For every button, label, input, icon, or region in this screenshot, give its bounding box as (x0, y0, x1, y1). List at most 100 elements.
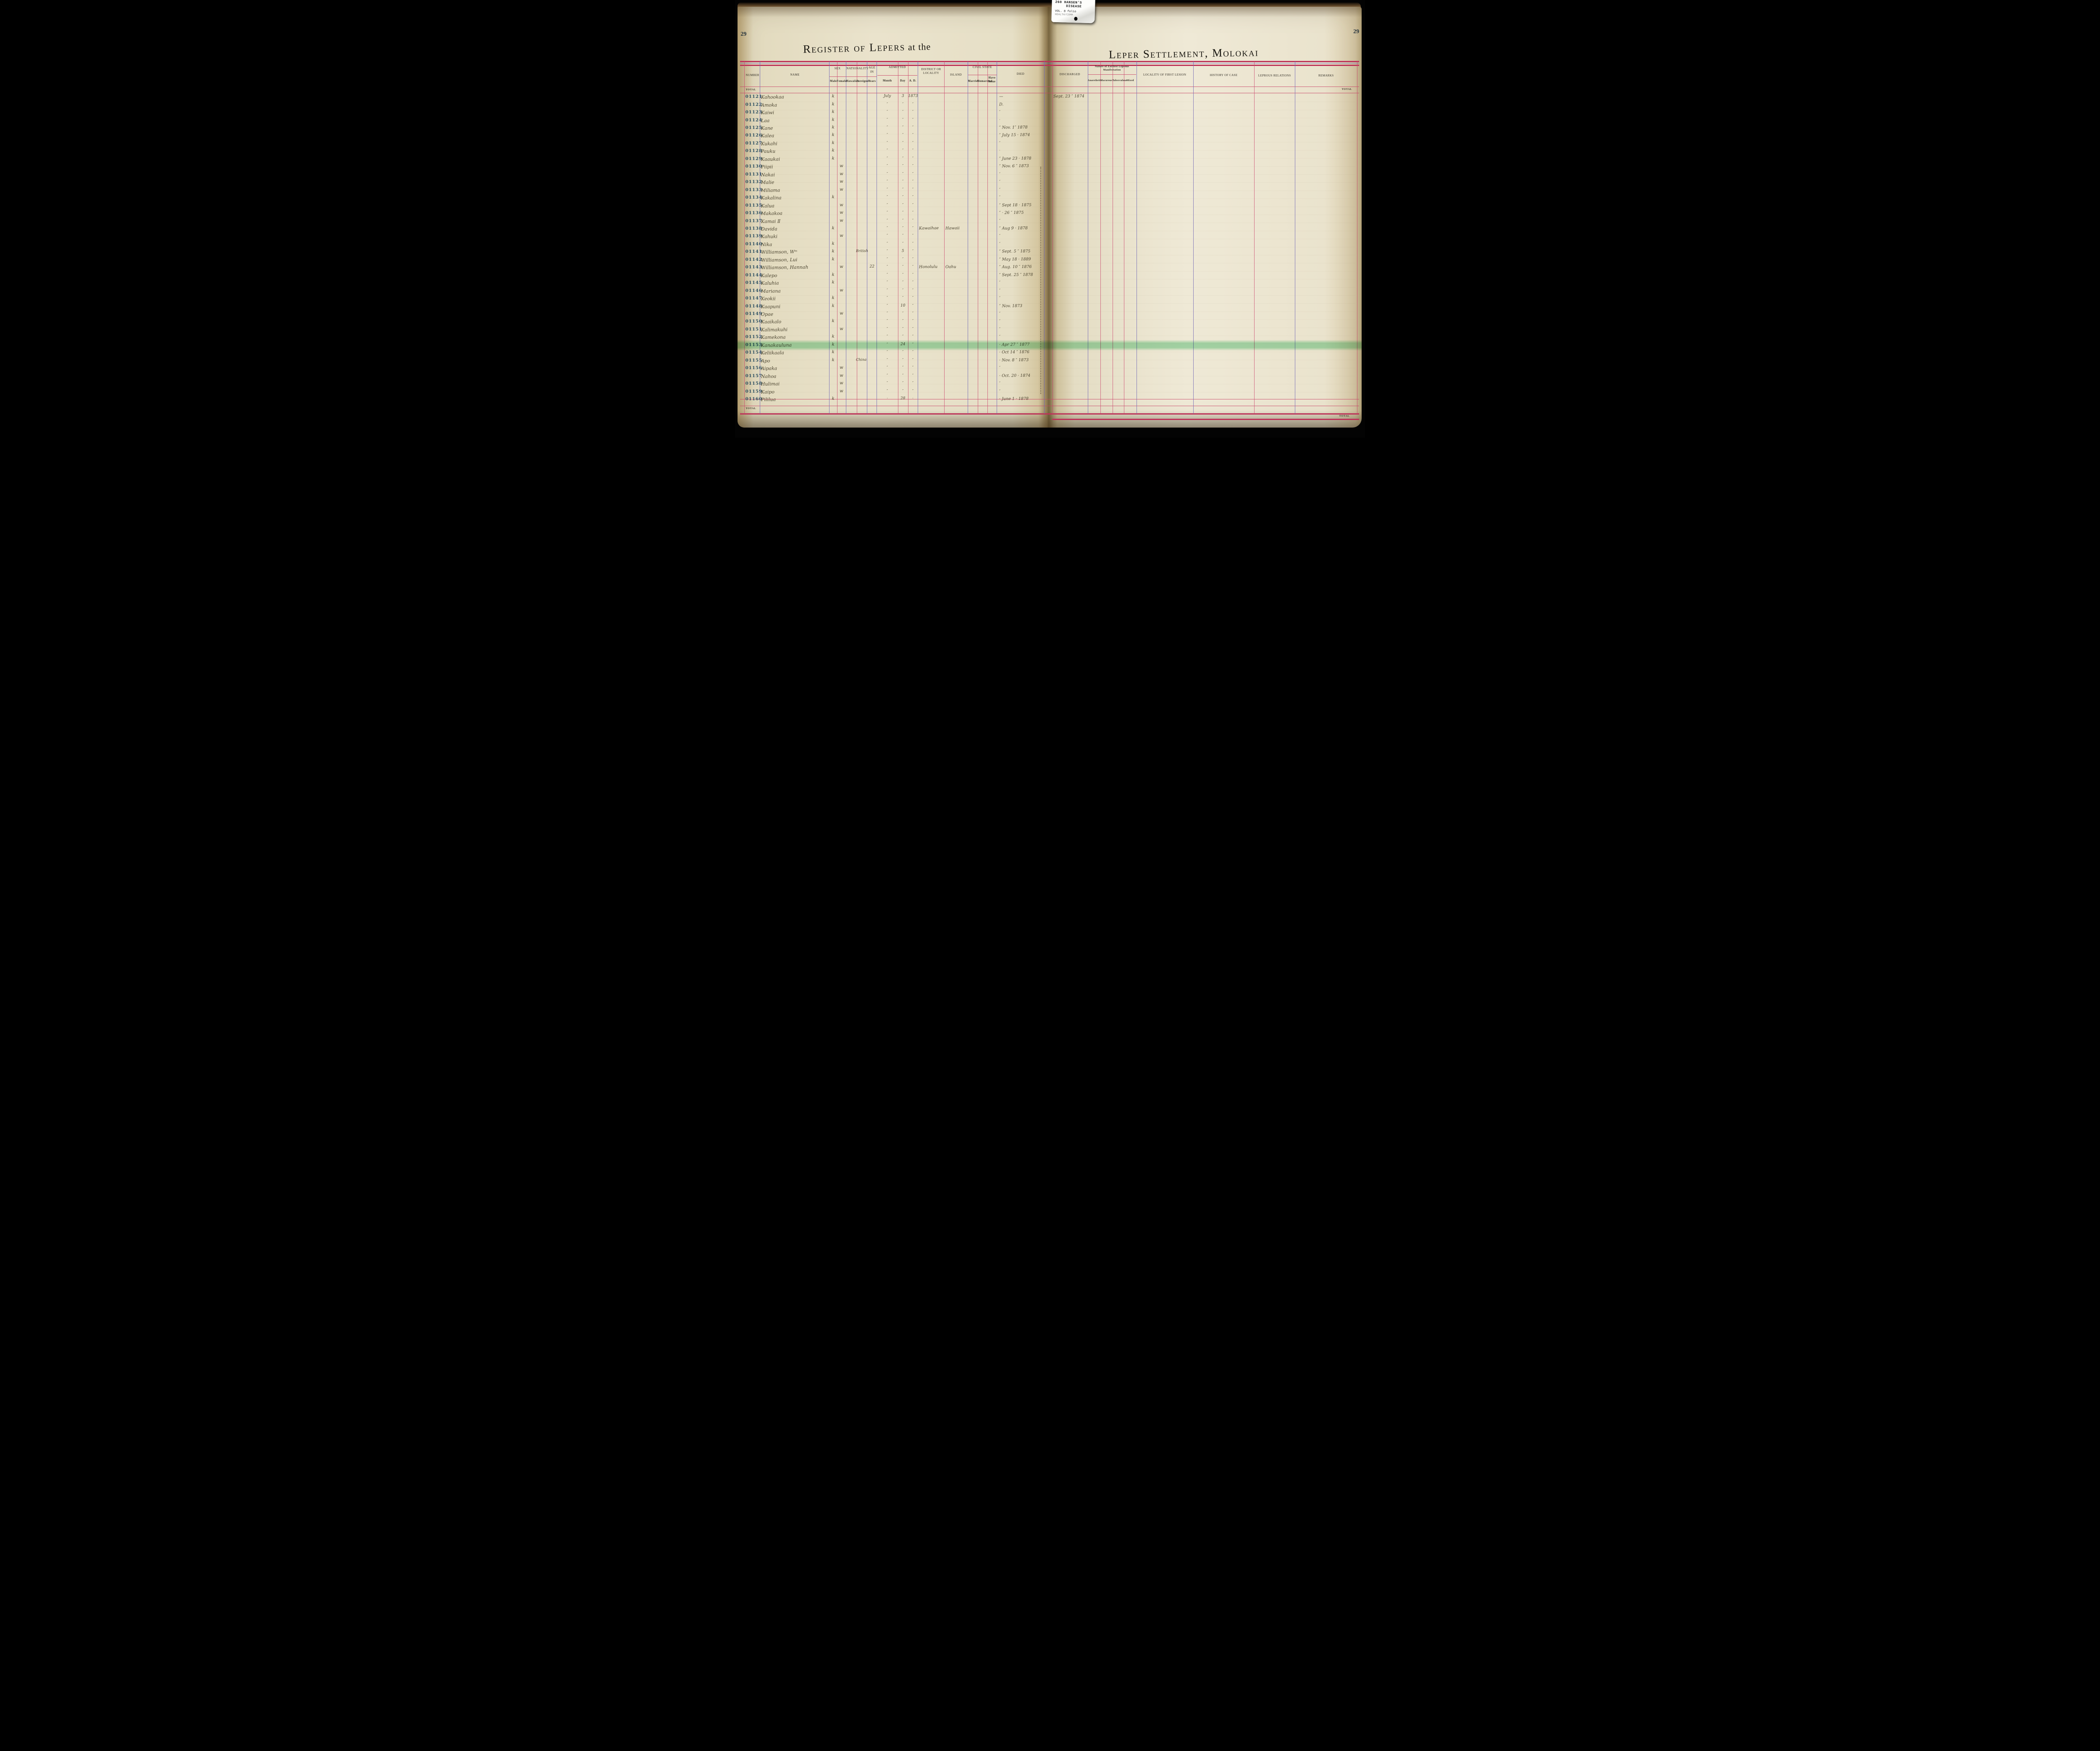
row-died-entry: · (999, 148, 1000, 152)
row-number-stamp: 01136 (745, 210, 763, 216)
row-month-entry: ″ (887, 218, 888, 222)
row-name-entry: Opae (761, 311, 774, 318)
row-month-entry: ″ (887, 326, 888, 331)
row-day-entry: ″ (902, 234, 904, 238)
row-male-entry: k (832, 319, 835, 324)
row-ad-entry: ″ (912, 257, 914, 261)
row-died-entry: · June 1 · 1878 (999, 396, 1029, 402)
row-day-entry: ″ (902, 350, 904, 354)
row-number-stamp: 01148 (745, 303, 763, 309)
row-number-stamp: 01151 (745, 326, 763, 332)
column-rule (1100, 61, 1101, 414)
row-day-entry: ″ (902, 226, 904, 230)
row-number-stamp: 01147 (745, 296, 763, 301)
row-name-entry: Mariana (761, 288, 781, 294)
row-died-entry: ″ (999, 365, 1000, 370)
row-died-entry: ″ (999, 319, 1000, 323)
row-ad-entry: ″ (912, 133, 914, 137)
row-month-entry: ″ (887, 249, 888, 253)
row-died-entry: ″ (999, 334, 1000, 339)
row-month-entry: ″ (887, 156, 888, 160)
note-line-2: DISEASE (1066, 4, 1082, 9)
row-month-entry: ″ (887, 373, 888, 377)
col-header-leprous-relations: Leprous Relations (1258, 74, 1291, 78)
row-died-entry: ″ (999, 280, 1000, 284)
col-header-civil-state: Civil State (972, 65, 992, 69)
row-died-entry: ″ (999, 179, 1000, 184)
row-day-entry: ″ (902, 140, 904, 144)
row-ad-entry: ″ (912, 334, 914, 339)
row-name-entry: Kaaikalo (761, 319, 782, 325)
row-ad-entry: ″ (912, 117, 914, 121)
row-month-entry: ″ (887, 296, 888, 300)
col-header-admitted: Admitted (889, 66, 906, 69)
green-highlight-stripe (738, 340, 1362, 351)
col-header-died: Died (1016, 72, 1025, 76)
row-male-entry: k (832, 296, 835, 301)
row-male-entry: k (832, 334, 835, 339)
row-day-entry: ″ (902, 280, 904, 284)
row-died-entry: · (999, 118, 1000, 122)
row-name-entry: Kaluhia (761, 280, 780, 286)
row-died-entry: ″ (999, 141, 1000, 145)
row-male-entry: k (832, 148, 835, 153)
row-ad-entry: ″ (912, 195, 914, 199)
row-female-entry: w (840, 171, 843, 176)
row-number-stamp: 01135 (745, 202, 763, 208)
row-month-entry: ″ (887, 350, 888, 354)
row-name-entry: Laa (761, 118, 770, 123)
row-district-entry: Honolulu (919, 265, 938, 270)
column-rule (1193, 61, 1194, 414)
row-number-stamp: 01124 (745, 117, 763, 123)
row-name-entry: Nakai (761, 172, 775, 178)
row-month-entry: ″ (887, 319, 888, 323)
row-number-stamp: 01127 (745, 140, 763, 146)
row-day-entry: ″ (902, 202, 904, 207)
row-name-entry: Kaapuni (761, 303, 781, 310)
row-died-entry: ″ (999, 242, 1000, 246)
row-day-entry: ″ (902, 389, 904, 393)
row-male-entry: k (832, 303, 835, 308)
row-month-entry: ″ (887, 117, 888, 121)
row-month-entry: July (883, 94, 891, 99)
gutter-specks (1040, 166, 1042, 394)
row-ad-entry: ″ (912, 249, 914, 253)
row-month-entry: ″ (887, 125, 888, 129)
row-name-entry: Williamson, Wᵐ (761, 249, 798, 255)
row-day-entry: 28 (900, 396, 906, 401)
row-name-entry: Miliama (761, 187, 780, 193)
row-number-stamp: 01137 (745, 218, 763, 223)
row-name-entry: Pauku (761, 148, 776, 155)
row-month-entry: ″ (887, 202, 888, 207)
col-header-macurous: Macurous (1100, 79, 1113, 82)
row-name-entry: Kahookaa (761, 94, 785, 100)
row-ad-entry: ″ (912, 319, 914, 323)
row-ad-entry: ″ (912, 125, 914, 129)
row-male-entry: k (832, 257, 835, 262)
row-month-entry: ″ (887, 226, 888, 230)
row-male-entry: k (832, 350, 835, 355)
row-died-entry: · Oct. 20 · 1874 (999, 373, 1031, 378)
row-day-entry: 3 (901, 94, 904, 99)
row-month-entry: ″ (887, 311, 888, 315)
row-ad-entry: ″ (912, 164, 914, 168)
row-day-entry: ″ (902, 296, 904, 300)
row-died-entry: ″ (999, 218, 1000, 222)
row-female-entry: w (840, 234, 843, 239)
row-name-entry: Malie (761, 179, 774, 186)
row-ad-entry: ″ (912, 280, 914, 284)
col-header-unmarried: Unmarried (977, 79, 992, 83)
row-died-entry: ″ May 18 · 1889 (999, 257, 1031, 262)
row-number-stamp: 01159 (745, 389, 763, 394)
header-rule (740, 64, 1360, 66)
row-female-entry: w (840, 381, 843, 386)
column-rule (829, 61, 830, 414)
row-ad-entry: ″ (912, 350, 914, 354)
row-month-entry: ″ (887, 357, 888, 362)
row-died-entry: ″ Sept 18 · 1875 (999, 202, 1032, 208)
row-died-entry: ″ (999, 389, 1000, 393)
row-day-entry: ″ (902, 272, 904, 276)
row-day-entry: ″ (902, 357, 904, 362)
row-name-entry: Kane (761, 125, 773, 131)
column-rule (1044, 61, 1045, 414)
